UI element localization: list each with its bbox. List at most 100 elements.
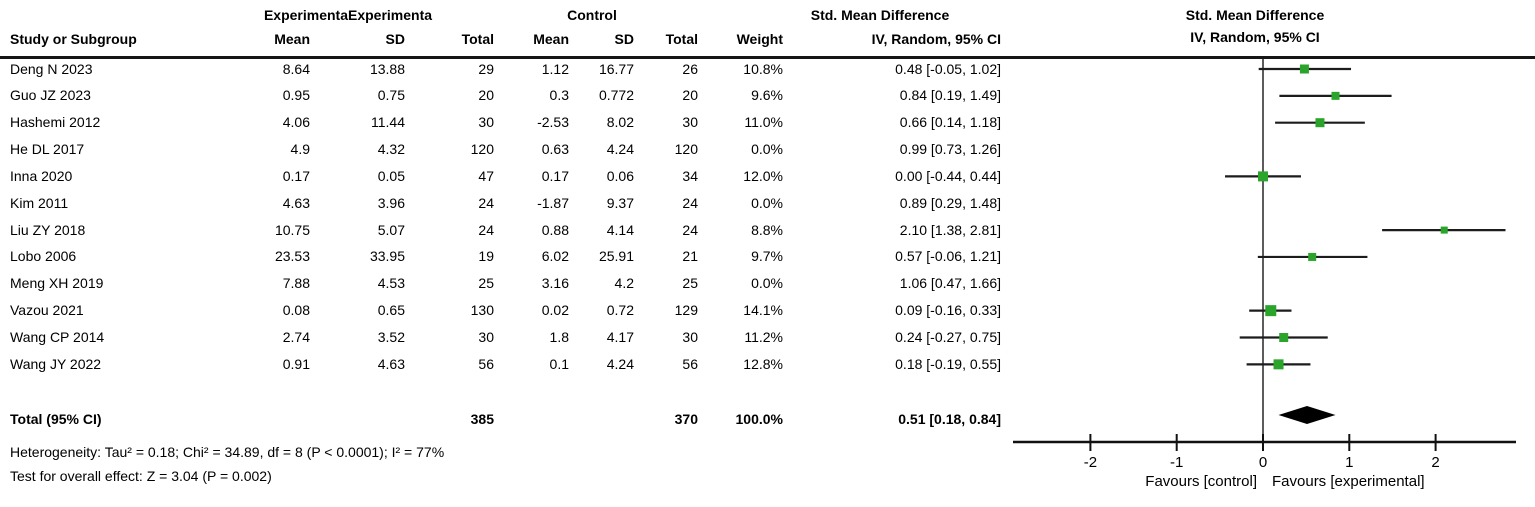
exp-total-cell: 30 (478, 114, 494, 131)
ctl-mean-cell: 0.3 (549, 87, 569, 104)
ctl-sd-cell: 4.14 (606, 221, 634, 238)
exp-mean-cell: 0.95 (282, 87, 310, 104)
exp-sd-cell: 4.53 (377, 275, 405, 292)
table-row: Vazou 2021 0.08 0.65 130 0.02 0.72 129 14.1% 0.0… (0, 297, 1535, 324)
exp-total-cell: 29 (478, 60, 494, 77)
exp-mean-cell: 4.9 (290, 141, 310, 158)
total-weight: 100.0% (735, 411, 783, 427)
exp-total-cell: 25 (478, 275, 494, 292)
study-name-cell: Guo JZ 2023 (10, 87, 91, 104)
exp-total-cell: 24 (478, 221, 494, 238)
table-row: Wang JY 2022 0.91 4.63 56 0.1 4.24 56 12.8% 0.18… (0, 351, 1535, 378)
ctl-sd-cell: 16.77 (598, 60, 634, 77)
overall-effect-note: Test for overall effect: Z = 3.04 (P = 0… (10, 468, 272, 484)
ci-column-header: IV, Random, 95% CI (871, 31, 1001, 47)
ctl-mean-cell: 1.12 (541, 60, 569, 77)
weight-cell: 8.8% (751, 221, 783, 238)
weight-cell: 9.7% (751, 248, 783, 265)
table-row: Kim 2011 4.63 3.96 24 -1.87 9.37 24 0.0% 0.89 [0… (0, 190, 1535, 217)
ctl-total-cell: 120 (674, 141, 698, 158)
study-name-cell: Hashemi 2012 (10, 114, 101, 131)
ctl-total-cell: 26 (682, 60, 698, 77)
ci-cell: 0.09 [-0.16, 0.33] (895, 302, 1001, 319)
ctl-total-header: Total (665, 31, 698, 47)
exp-sd-cell: 5.07 (377, 221, 405, 238)
summary-diamond (1278, 406, 1336, 424)
ctl-sd-cell: 25.91 (598, 248, 634, 265)
exp-mean-header: Mean (274, 31, 310, 47)
exp-mean-cell: 4.63 (282, 194, 310, 211)
exp-mean-cell: 7.88 (282, 275, 310, 292)
ci-cell: 0.66 [0.14, 1.18] (899, 114, 1001, 131)
ctl-mean-cell: 6.02 (541, 248, 569, 265)
ci-cell: 0.84 [0.19, 1.49] (899, 87, 1001, 104)
ci-cell: 0.99 [0.73, 1.26] (899, 141, 1001, 158)
ctl-total-cell: 24 (682, 194, 698, 211)
study-name-cell: Kim 2011 (10, 194, 69, 211)
effect-marker (1299, 64, 1309, 74)
ci-cell: 0.00 [-0.44, 0.44] (895, 167, 1001, 184)
exp-mean-cell: 8.64 (282, 60, 310, 77)
ci-cell: 0.18 [-0.19, 0.55] (895, 355, 1001, 372)
exp-mean-cell: 0.91 (282, 355, 310, 372)
study-name-cell: Deng N 2023 (10, 60, 93, 77)
weight-header: Weight (736, 31, 783, 47)
ctl-mean-cell: 3.16 (541, 275, 569, 292)
ctl-sd-cell: 0.72 (606, 302, 634, 319)
exp-mean-cell: 0.17 (282, 167, 310, 184)
ctl-mean-cell: 1.8 (549, 329, 569, 345)
ci-cell: 2.10 [1.38, 2.81] (899, 221, 1001, 238)
ctl-sd-cell: 9.37 (606, 194, 634, 211)
weight-cell: 0.0% (751, 194, 783, 211)
study-name-cell: Wang CP 2014 (10, 329, 105, 345)
ci-cell: 0.89 [0.29, 1.48] (899, 194, 1001, 211)
study-name-cell: He DL 2017 (10, 141, 85, 158)
heterogeneity-note: Heterogeneity: Tau² = 0.18; Chi² = 34.89… (10, 444, 445, 460)
exp-mean-cell: 10.75 (274, 221, 310, 238)
weight-cell: 0.0% (751, 141, 783, 158)
weight-cell: 12.0% (743, 167, 783, 184)
weight-cell: 9.6% (751, 87, 783, 104)
table-row: Liu ZY 2018 10.75 5.07 24 0.88 4.14 24 8.8% 2.10… (0, 217, 1535, 244)
weight-cell: 14.1% (743, 302, 783, 319)
effect-marker (1273, 359, 1284, 370)
exp-mean-cell: 0.08 (282, 302, 310, 319)
exp-mean-cell: 4.06 (282, 114, 310, 131)
ctl-mean-header: Mean (533, 31, 569, 47)
effect-marker (1331, 91, 1340, 100)
ctl-sd-cell: 4.17 (606, 329, 634, 345)
exp-sd-cell: 0.05 (377, 167, 405, 184)
table-row: Hashemi 2012 4.06 11.44 30 -2.53 8.02 30 11.0% 0… (0, 109, 1535, 136)
exp-sd-cell: 13.88 (369, 60, 405, 77)
effect-marker (1279, 333, 1289, 342)
tick-label: -2 (1084, 454, 1097, 471)
exp-sd-cell: 3.52 (377, 329, 405, 345)
plot-ci-header: IV, Random, 95% CI (1190, 29, 1320, 45)
ci-cell: 0.24 [-0.27, 0.75] (895, 329, 1001, 345)
ctl-sd-cell: 8.02 (606, 114, 634, 131)
table-row: He DL 2017 4.9 4.32 120 0.63 4.24 120 0.0% 0.99 … (0, 136, 1535, 163)
exp-total-cell: 47 (478, 167, 494, 184)
exp-total-cell: 130 (470, 302, 494, 319)
favours-experimental-label: Favours [experimental] (1272, 473, 1425, 490)
table-row: Guo JZ 2023 0.95 0.75 20 0.3 0.772 20 9.6% 0.84 … (0, 82, 1535, 109)
exp-sd-cell: 0.65 (377, 302, 405, 319)
smd-column-header: Std. Mean Difference (810, 7, 950, 23)
ci-cell: 1.06 [0.47, 1.66] (899, 275, 1001, 292)
effect-marker (1258, 171, 1268, 182)
total-row: Total (95% CI) 385 370 100.0% 0.51 [0.18… (0, 406, 1535, 433)
ctl-total-cell: 20 (682, 87, 698, 104)
ctl-total-cell: 56 (682, 355, 698, 372)
experimental-group-header: ExperimentaExperimenta (263, 7, 433, 23)
tick-label: 2 (1431, 454, 1439, 471)
ctl-sd-header: SD (614, 31, 634, 47)
ci-cell: 0.57 [-0.06, 1.21] (895, 248, 1001, 265)
table-row: Meng XH 2019 7.88 4.53 25 3.16 4.2 25 0.0% 1.06 … (0, 270, 1535, 297)
exp-total-header: Total (461, 31, 494, 47)
table-row: Wang CP 2014 2.74 3.52 30 1.8 4.17 30 11.2% 0.24… (0, 324, 1535, 351)
total-ctl-n: 370 (674, 411, 698, 427)
ctl-mean-cell: 0.02 (541, 302, 569, 319)
weight-cell: 0.0% (751, 275, 783, 292)
